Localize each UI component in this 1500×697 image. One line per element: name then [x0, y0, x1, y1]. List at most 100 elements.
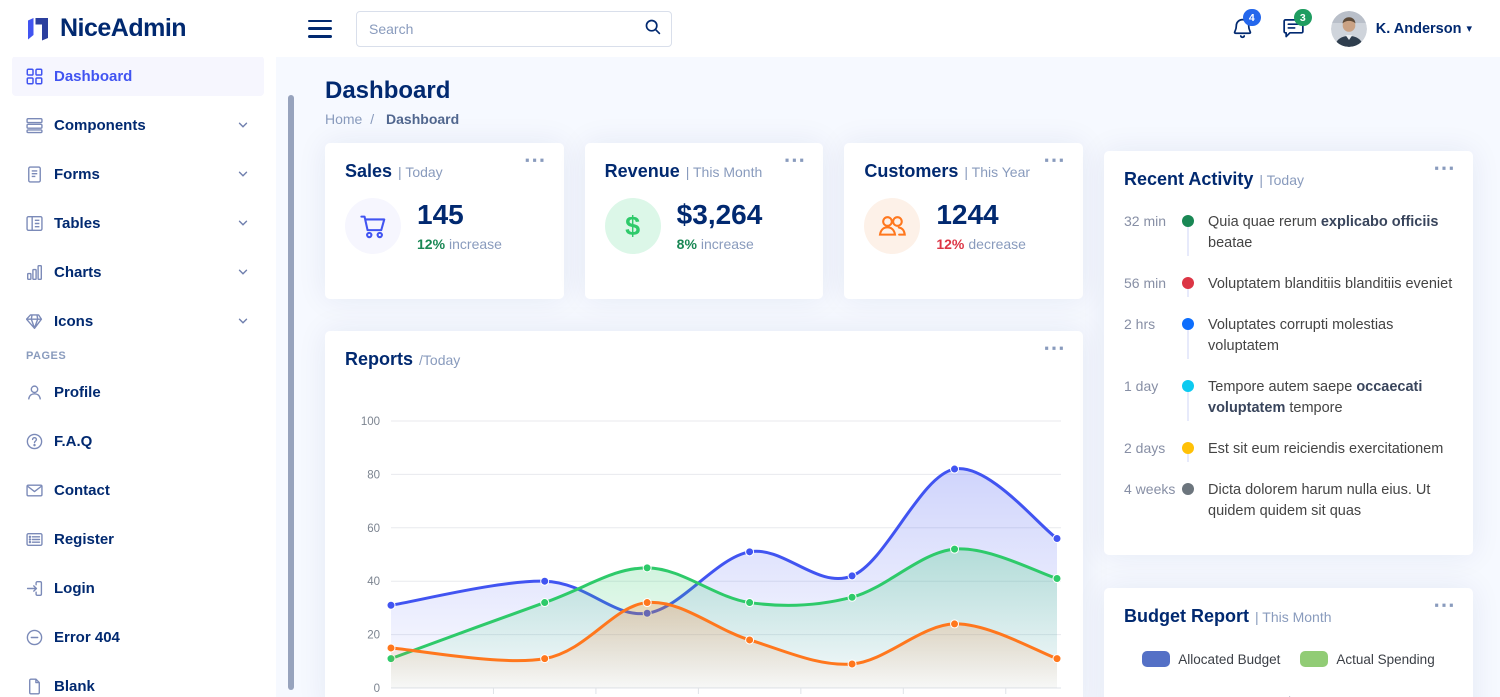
breadcrumb-current: Dashboard: [386, 111, 460, 127]
sales-delta-pct: 12%: [417, 235, 446, 252]
breadcrumb-separator: /: [370, 111, 375, 127]
envelope-icon: [26, 482, 43, 499]
legend-swatch: [1300, 651, 1329, 667]
sidebar-item-contact[interactable]: Contact: [12, 470, 264, 510]
activity-text: Voluptatem blanditiis blanditiis eveniet: [1208, 276, 1453, 293]
activity-dot: [1182, 483, 1194, 496]
dollar-glyph: $: [625, 210, 641, 241]
stacked-menu-icon: [26, 117, 43, 134]
card-title: Revenue: [604, 161, 680, 181]
sidebar-item-faq[interactable]: F.A.Q: [12, 421, 264, 461]
revenue-card: ⋯ Revenue | This Month $ $3,264 8% increas…: [584, 143, 824, 299]
box-arrow-in-right-icon: [26, 580, 43, 597]
notifications-bell-icon[interactable]: 4: [1231, 9, 1261, 40]
header-actions: 4 3 K. Anderson ▾: [1203, 9, 1472, 47]
sidebar-item-components[interactable]: Components: [12, 105, 264, 145]
sidebar-item-error404[interactable]: Error 404: [12, 617, 264, 657]
page-title: Dashboard: [325, 77, 451, 104]
journal-icon: [26, 165, 43, 183]
sidebar-item-dashboard[interactable]: Dashboard: [12, 56, 264, 96]
activity-item: 2 hrs Voluptates corrupti molestias volu…: [1124, 315, 1453, 377]
messages-badge: 3: [1293, 9, 1312, 26]
activity-dot: [1182, 380, 1194, 393]
right-column: ⋯ Recent Activity | Today 32 min Quia qua…: [1104, 151, 1473, 697]
activity-timeline: 32 min Quia quae rerum explicabo officii…: [1124, 212, 1453, 542]
main-content: Dashboard Home / Dashboard ⋯ Sales | Toda…: [300, 57, 1500, 697]
activity-time: 2 hrs: [1124, 316, 1156, 333]
sidebar-item-forms[interactable]: Forms: [12, 154, 264, 194]
dollar-icon: $: [604, 198, 661, 254]
reports-area-chart: 0 20 40 60 80 100: [361, 416, 1062, 695]
sidebar-item-register[interactable]: Register: [12, 519, 264, 559]
card-options-icon[interactable]: ⋯: [523, 147, 548, 172]
sidebar-section-pages: PAGES: [26, 350, 67, 362]
revenue-delta-word: increase: [700, 235, 754, 252]
avatar: [1330, 10, 1367, 47]
radar-axis-label: Sales: [1104, 694, 1473, 697]
brand-logo[interactable]: NiceAdmin: [25, 14, 308, 43]
card-period: | Today: [1259, 172, 1305, 188]
card-period: | This Month: [685, 164, 763, 180]
messages-chat-icon[interactable]: 3: [1282, 9, 1312, 40]
chevron-down-icon: [236, 167, 250, 181]
legend-allocated-budget[interactable]: Allocated Budget: [1142, 651, 1280, 667]
svg-text:100: 100: [361, 416, 380, 428]
sidebar-item-profile[interactable]: Profile: [12, 372, 264, 412]
search-form: [356, 10, 672, 47]
sidebar-item-label: Error 404: [54, 628, 120, 646]
card-period: /Today: [419, 352, 461, 368]
sidebar-item-charts[interactable]: Charts: [12, 252, 264, 292]
chevron-down-icon: [236, 314, 250, 328]
card-period: | This Year: [964, 164, 1031, 180]
legend-actual-spending[interactable]: Actual Spending: [1300, 651, 1435, 667]
card-options-icon[interactable]: ⋯: [1043, 147, 1068, 172]
svg-text:20: 20: [367, 630, 380, 642]
sales-delta-word: increase: [449, 235, 502, 252]
sidebar-item-label: Profile: [54, 383, 101, 401]
sidebar-item-label: Contact: [54, 481, 110, 499]
grid-icon: [26, 68, 43, 85]
activity-dot: [1182, 318, 1194, 331]
card-options-icon[interactable]: ⋯: [1043, 335, 1067, 360]
sidebar-item-label: Login: [54, 579, 95, 597]
notification-badge: 4: [1242, 9, 1261, 26]
activity-text: Voluptates corrupti molestias voluptatem: [1208, 317, 1394, 355]
customers-delta-pct: 12%: [936, 235, 965, 252]
svg-text:40: 40: [367, 576, 380, 588]
sidebar-item-label: Dashboard: [54, 67, 133, 85]
niceadmin-logo-icon: [25, 16, 51, 42]
customers-delta-word: decrease: [968, 235, 1026, 252]
people-icon: [864, 198, 921, 254]
card-options-icon[interactable]: ⋯: [783, 147, 808, 172]
activity-item: 4 weeks Dicta dolorem harum nulla eius. …: [1124, 480, 1453, 542]
breadcrumb-home-link[interactable]: Home: [325, 111, 363, 127]
chevron-down-icon: [236, 216, 250, 230]
sidebar-item-label: Forms: [54, 165, 100, 183]
sidebar-item-icons[interactable]: Icons: [12, 301, 264, 341]
profile-menu[interactable]: K. Anderson ▾: [1330, 10, 1472, 47]
left-column: ⋯ Sales | Today 145 12% increase: [325, 143, 1084, 697]
card-options-icon[interactable]: ⋯: [1433, 155, 1457, 180]
card-title: Budget Report: [1124, 606, 1249, 626]
gem-icon: [26, 313, 43, 330]
sidebar-scrollbar[interactable]: [288, 95, 294, 690]
menu-toggle-icon[interactable]: [308, 19, 332, 38]
sidebar-item-login[interactable]: Login: [12, 568, 264, 608]
sidebar-item-label: Tables: [54, 214, 101, 232]
activity-text: Dicta dolorem harum nulla eius. Ut quide…: [1208, 482, 1431, 520]
search-icon[interactable]: [638, 14, 668, 44]
activity-item: 1 day Tempore autem saepe occaecati volu…: [1124, 377, 1453, 439]
customers-card: ⋯ Customers | This Year 1244 12% decrease: [844, 143, 1084, 299]
search-input[interactable]: [356, 10, 672, 47]
sidebar-item-label: Charts: [54, 263, 102, 281]
budget-report-card: ⋯ Budget Report | This Month Allocated Bu…: [1104, 588, 1473, 697]
sidebar: Dashboard Components Forms Tables: [0, 56, 276, 697]
card-options-icon[interactable]: ⋯: [1433, 592, 1457, 617]
activity-time: 4 weeks: [1124, 481, 1176, 498]
sidebar-item-tables[interactable]: Tables: [12, 203, 264, 243]
sidebar-item-label: Blank: [54, 677, 95, 695]
sidebar-item-blank[interactable]: Blank: [12, 666, 264, 697]
card-period: | This Month: [1255, 609, 1332, 625]
activity-item: 2 days Est sit eum reiciendis exercitati…: [1124, 439, 1453, 480]
